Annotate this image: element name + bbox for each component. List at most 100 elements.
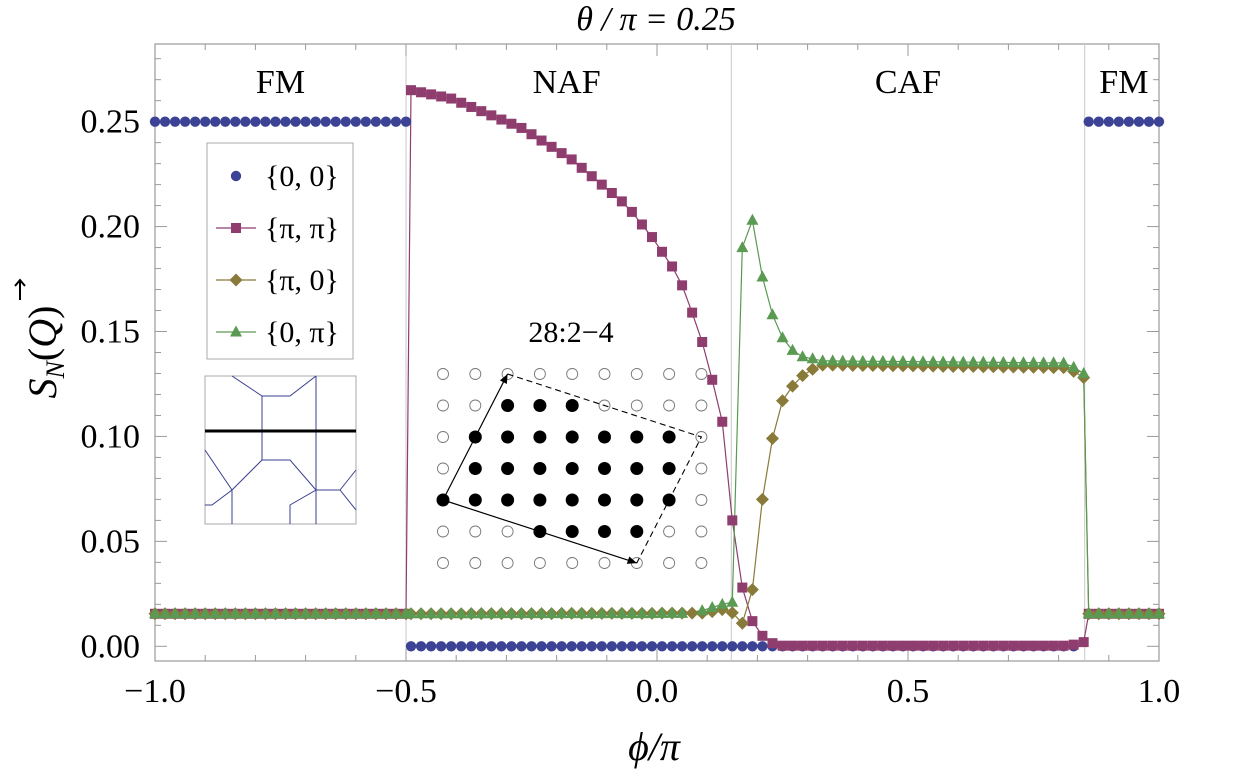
series-0pi-point	[917, 355, 930, 367]
series-0pi-point	[1027, 356, 1040, 368]
series-pipi-point	[416, 87, 427, 98]
series-0pi-point	[836, 354, 849, 366]
series-pipi-point	[777, 640, 788, 651]
series-pipi-point	[928, 640, 939, 651]
y-tick-label: 0.10	[81, 418, 141, 455]
legend-marker-series-pi0	[229, 273, 243, 287]
cluster-inset-label: 28:2−4	[528, 316, 613, 349]
cluster-site-filled	[565, 462, 579, 475]
cluster-site-empty	[469, 557, 482, 569]
cluster-site-filled	[630, 462, 644, 475]
series-00-point	[350, 116, 361, 127]
series-pipi-point	[436, 91, 447, 102]
series-pipi-point	[737, 582, 748, 593]
series-00-point	[737, 641, 748, 652]
legend-box	[206, 142, 354, 360]
series-0pi-point	[259, 607, 272, 619]
cluster-site-filled	[565, 525, 579, 538]
series-pipi-point	[837, 640, 848, 651]
series-0pi-points	[149, 213, 1165, 619]
cluster-site-empty	[630, 368, 643, 380]
region-label: FM	[256, 64, 305, 101]
series-pipi-point	[707, 374, 718, 385]
series-00-point	[179, 116, 191, 127]
series-00-point	[566, 641, 577, 652]
series-00-point	[646, 641, 658, 652]
series-pipi-point	[767, 638, 778, 649]
series-00-point	[360, 116, 372, 127]
series-pipi-point	[496, 114, 507, 125]
series-00-point	[435, 641, 447, 652]
y-tick-label: 0.20	[81, 209, 141, 246]
cluster-site-filled	[533, 430, 547, 444]
series-00-point	[707, 641, 718, 652]
series-00-point	[606, 641, 618, 652]
cluster-site-empty	[501, 525, 514, 538]
series-pipi-point	[526, 129, 537, 140]
series-0pi-point	[229, 607, 242, 619]
series-00-point	[1093, 116, 1104, 127]
series-pipi-point	[646, 232, 657, 243]
series-0pi-point	[555, 607, 568, 619]
series-00-point	[676, 641, 688, 652]
series-pipi-point	[636, 219, 647, 230]
series-0pi-point	[179, 607, 192, 619]
series-marks	[148, 85, 1166, 652]
series-pipi-point	[827, 640, 838, 651]
series-00-point	[696, 641, 708, 652]
series-0pi-point	[425, 607, 438, 619]
series-0pi-point	[826, 354, 839, 366]
region-labels: FM NAF CAF FM	[256, 64, 1149, 101]
series-0pi-point	[359, 607, 372, 619]
series-00-point	[1113, 116, 1125, 127]
series-00-point	[1143, 116, 1155, 127]
series-pipi-point	[918, 640, 929, 651]
series-00-point	[400, 116, 412, 127]
series-0pi-point	[645, 607, 658, 619]
cluster-site-filled	[468, 462, 482, 475]
legend-label-series-pipi: {π, π}	[265, 212, 339, 245]
series-pipi-point	[787, 640, 798, 651]
x-tick-label: 0.5	[887, 673, 930, 710]
series-00-point	[476, 641, 487, 652]
series-0pi-point	[485, 607, 498, 619]
cluster-site-empty	[437, 557, 449, 569]
y-axis-label-sub: N	[41, 359, 70, 379]
series-0pi-point	[806, 352, 819, 364]
series-0pi-point	[625, 607, 638, 619]
series-00-point	[757, 641, 768, 652]
series-0pi-point	[967, 355, 980, 367]
series-00-point	[310, 116, 321, 127]
cluster-site-filled	[598, 462, 611, 475]
series-0pi-point	[796, 350, 809, 362]
series-00-point	[405, 641, 417, 652]
series-pipi-point	[486, 110, 497, 121]
lattice-inset-box	[204, 375, 357, 525]
series-00-point	[596, 641, 607, 652]
y-axis-label-main: S	[20, 378, 65, 398]
x-tick-label: −0.5	[375, 673, 437, 710]
series-00-point	[250, 116, 261, 127]
series-0pi-point	[1017, 356, 1030, 368]
series-0pi-point	[716, 597, 729, 609]
y-axis-label-paren-close: )	[20, 306, 65, 319]
series-pipi-point	[697, 337, 708, 348]
series-0pi-point	[816, 354, 829, 366]
series-00-point	[1123, 116, 1135, 127]
series-0pi-point	[1077, 366, 1090, 378]
series-0pi-point	[319, 607, 332, 619]
series-00-point	[516, 641, 527, 652]
series-00-point	[1103, 116, 1115, 127]
series-0pi-point	[575, 607, 588, 619]
series-0pi-point	[666, 606, 679, 618]
series-00-point	[526, 641, 537, 652]
series-pipi-point	[506, 118, 517, 129]
series-0pi-point	[766, 308, 779, 320]
y-axis-label-vector-arrow	[14, 278, 26, 300]
series-pipi-point	[867, 640, 878, 651]
cluster-site-empty	[437, 462, 449, 475]
region-label: NAF	[533, 64, 601, 101]
series-0pi-point	[696, 604, 709, 616]
series-pipi-point	[1068, 639, 1079, 650]
series-0pi-point	[937, 355, 950, 367]
